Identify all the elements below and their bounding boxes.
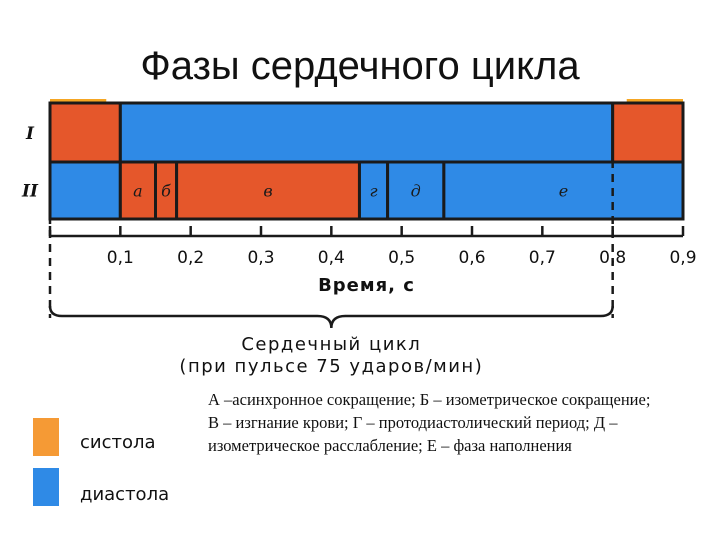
cycle-brace bbox=[48, 305, 614, 329]
segment-row1-2 bbox=[118, 101, 615, 165]
tick-label-4: 0,4 bbox=[318, 248, 345, 268]
segment-letter-5: г bbox=[369, 182, 377, 201]
legend-label-diastole: диастола bbox=[80, 484, 170, 505]
segment-letter-7: е bbox=[559, 182, 568, 201]
tick-label-1: 0,1 bbox=[107, 248, 134, 268]
segment-row2-7 bbox=[442, 160, 685, 221]
segment-letter-4: в bbox=[263, 182, 272, 201]
axis-title: Время, с bbox=[318, 275, 415, 296]
tick-label-9: 0,9 bbox=[669, 248, 696, 268]
highlight-strip-left bbox=[50, 99, 107, 103]
segment-letter-6: д bbox=[411, 182, 421, 201]
cycle-label-line2: (при пульсе 75 ударов/мин) bbox=[179, 356, 483, 377]
tick-label-3: 0,3 bbox=[247, 248, 274, 268]
segment-row1-3 bbox=[611, 101, 685, 165]
cycle-label-line1: Сердечный цикл bbox=[241, 334, 421, 355]
phase-description: А –асинхронное сокращение; Б – изометрич… bbox=[208, 390, 651, 455]
tick-label-7: 0,7 bbox=[529, 248, 556, 268]
legend-swatch-diastole bbox=[33, 468, 59, 506]
segment-row1-1 bbox=[48, 101, 122, 165]
segment-letter-2: а bbox=[133, 182, 143, 201]
segment-row2-2 bbox=[118, 160, 158, 221]
segment-row2-1 bbox=[48, 160, 122, 221]
row-label-2: II bbox=[21, 182, 39, 202]
tick-label-2: 0,2 bbox=[177, 248, 204, 268]
segment-row2-4 bbox=[175, 160, 361, 221]
tick-label-6: 0,6 bbox=[458, 248, 485, 268]
legend-swatch-systole bbox=[33, 418, 59, 456]
segment-letter-3: б bbox=[161, 182, 171, 201]
highlight-strip-right bbox=[626, 99, 683, 103]
row-label-1: I bbox=[25, 124, 35, 144]
tick-label-5: 0,5 bbox=[388, 248, 415, 268]
legend-label-systole: систола bbox=[80, 432, 156, 453]
slide-title: Фазы сердечного цикла bbox=[140, 44, 580, 88]
tick-label-8: 0,8 bbox=[599, 248, 626, 268]
